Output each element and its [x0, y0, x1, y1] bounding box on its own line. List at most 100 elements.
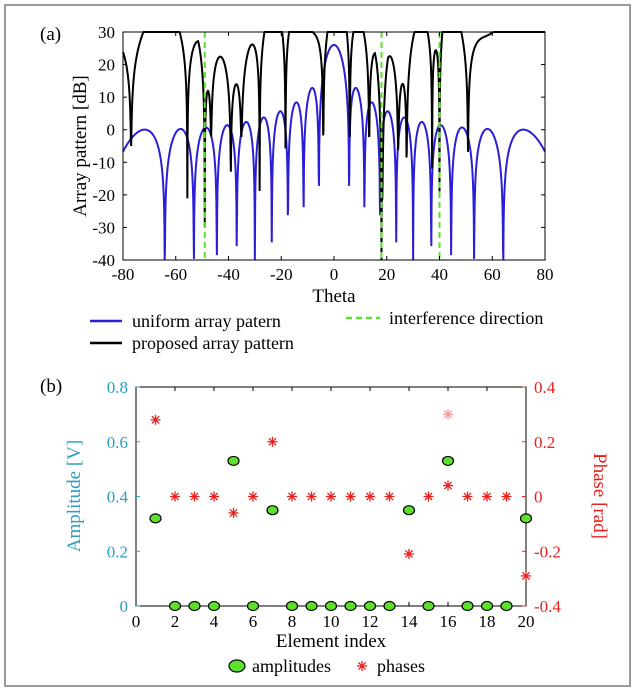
proposed-array-pattern-line — [122, 31, 545, 261]
amplitude-point — [461, 600, 474, 612]
phase-point — [482, 491, 492, 502]
b-ytick-label-right: 0 — [534, 488, 543, 507]
a-xtick-label: 20 — [378, 265, 395, 284]
b-ytick-label-right: -0.4 — [534, 597, 561, 616]
amplitude-point — [500, 600, 513, 612]
a-xtick-label: -20 — [270, 265, 293, 284]
amplitude-point — [383, 600, 396, 612]
amplitude-point — [168, 600, 182, 612]
panel-b-ylabel-left: Amplitude [V] — [64, 440, 85, 552]
b-ytick-label-left: 0 — [120, 597, 129, 616]
panel-b-label: (b) — [40, 376, 62, 397]
legend-phases-asterisk — [357, 661, 367, 671]
phase-point-faint — [443, 409, 453, 420]
b-xtick-label: 0 — [132, 612, 141, 631]
b-ytick-label-left: 0.8 — [107, 378, 128, 397]
b-xtick-label: 2 — [171, 612, 180, 631]
phase-point — [287, 491, 297, 502]
a-xtick-label: -40 — [217, 265, 240, 284]
phase-point — [423, 491, 434, 502]
phase-point — [209, 491, 219, 502]
b-xtick-label: 16 — [440, 612, 457, 631]
a-xtick-label: -60 — [164, 265, 187, 284]
panel-b-ticks: 0 2 4 6 8 10 12 14 16 18 20 0 0.2 0.4 0.6 0.8 -0.4 -0.2 0 0… — [107, 378, 562, 631]
phase-point — [189, 491, 200, 502]
legend-amplitudes-label: amplitudes — [252, 656, 331, 676]
b-ytick-label-right: 0.2 — [534, 433, 555, 452]
legend-amplitudes-marker — [228, 659, 246, 673]
amplitude-point — [441, 455, 455, 467]
amplitude-point — [207, 600, 221, 612]
b-ytick-label-left: 0.2 — [107, 542, 128, 561]
a-ytick-label: 10 — [98, 88, 115, 107]
amplitude-point — [188, 600, 201, 612]
b-xtick-label: 18 — [479, 612, 496, 631]
a-ytick-label: -10 — [92, 153, 115, 172]
b-ytick-label-right: -0.2 — [534, 542, 561, 561]
a-xtick-label: 40 — [431, 265, 448, 284]
amplitude-point — [285, 600, 299, 612]
panel-b-ylabel-right: Phase [rad] — [589, 453, 610, 539]
legend-phases-label: phases — [377, 656, 425, 676]
amplitude-point — [363, 600, 377, 612]
a-ytick-label: -30 — [92, 218, 115, 237]
amplitude-point — [480, 600, 494, 612]
b-ytick-label-left: 0.4 — [107, 488, 129, 507]
amplitude-point — [344, 600, 357, 612]
phase-point — [462, 491, 473, 502]
amplitude-point — [266, 505, 279, 516]
panel-a-label: (a) — [40, 24, 61, 45]
a-ytick-label: -20 — [92, 186, 115, 205]
amplitude-point — [519, 513, 533, 524]
b-xtick-label: 14 — [401, 612, 419, 631]
amplitude-point — [149, 513, 162, 524]
amplitude-point — [246, 600, 260, 612]
b-xtick-label: 6 — [249, 612, 258, 631]
b-ytick-label-right: 0.4 — [534, 378, 556, 397]
legend-phases-marker — [357, 661, 367, 671]
panel-b-marks — [149, 409, 533, 612]
b-ytick-label-left: 0.6 — [107, 433, 128, 452]
b-xtick-label: 10 — [323, 612, 340, 631]
b-xtick-label: 12 — [362, 612, 379, 631]
a-xtick-label: 80 — [537, 265, 554, 284]
legend-interference-label: interference direction — [389, 308, 543, 328]
a-xtick-label: 60 — [484, 265, 501, 284]
a-ytick-label: 30 — [98, 23, 115, 42]
a-ytick-label: 20 — [98, 56, 115, 75]
amplitude-point — [422, 600, 435, 612]
phase-point — [521, 570, 531, 581]
phase-point — [345, 491, 356, 502]
b-xtick-label: 20 — [518, 612, 535, 631]
a-ytick-label: -40 — [92, 251, 115, 270]
uniform-array-pattern-line — [122, 43, 546, 261]
a-ytick-label: 0 — [107, 121, 116, 140]
phase-point — [248, 491, 258, 502]
amplitude-point — [324, 600, 338, 612]
phase-point — [267, 436, 278, 447]
phase-point — [150, 414, 161, 425]
b-xtick-label: 4 — [210, 612, 219, 631]
panel-a-ticks: -80 -60 -40 -20 0 20 40 60 80 -40 -30 -20 -10 0 10 20 30 — [92, 23, 553, 284]
phase-point — [404, 548, 414, 559]
a-xtick-label: -80 — [112, 265, 135, 284]
phase-point — [306, 491, 317, 502]
phase-point — [384, 491, 395, 502]
phase-point — [228, 507, 239, 518]
b-xtick-label: 8 — [288, 612, 297, 631]
panel-a-lines — [122, 31, 546, 261]
phase-point — [326, 491, 336, 502]
phase-point — [170, 491, 180, 502]
a-xtick-label: 0 — [330, 265, 339, 284]
legend-uniform-label: uniform array patern — [132, 311, 281, 331]
panel-a-ylabel: Array pattern [dB] — [70, 75, 91, 216]
amplitude-point — [305, 600, 318, 612]
panel-a-xlabel: Theta — [312, 286, 356, 307]
amplitude-point — [402, 505, 416, 516]
panel-b-xlabel: Element index — [276, 631, 387, 652]
phase-point — [365, 491, 375, 502]
phase-point — [443, 480, 453, 491]
phase-point — [501, 491, 512, 502]
amplitude-point — [227, 455, 240, 467]
